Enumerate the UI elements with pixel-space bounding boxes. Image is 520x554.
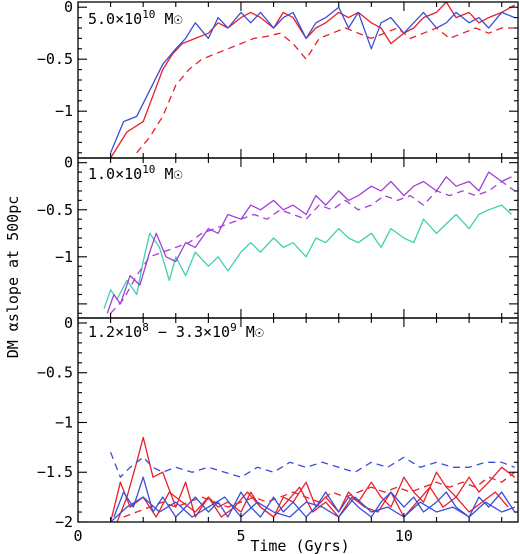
- series-line-red-dashed-2: [136, 27, 515, 154]
- series-line-blue-4: [110, 496, 515, 522]
- x-tick-label: 5: [236, 527, 245, 545]
- series-line-purple-1: [106, 171, 512, 314]
- series-line-red-1: [109, 481, 509, 522]
- series-group: [109, 436, 516, 522]
- panel-frame: [77, 317, 519, 523]
- series-group: [109, 2, 516, 158]
- y-tick-label: −0.5: [37, 201, 73, 219]
- y-tick-label: −1: [55, 248, 73, 266]
- panel-top: 5.0×1010 M☉ 0 −0.5 −1: [37, 0, 519, 159]
- panel-label-bottom: 1.2×108 − 3.3×109 M☉: [88, 321, 264, 341]
- series-group: [103, 171, 516, 314]
- y-tick-label: −0.5: [37, 50, 73, 68]
- series-line-blue-dashed-5: [109, 452, 515, 478]
- series-line-red-0: [110, 2, 516, 158]
- x-axis-title: Time (Gyrs): [250, 537, 349, 554]
- series-line-purple-dashed-2: [110, 180, 516, 314]
- y-tick-label: 0: [64, 154, 73, 172]
- x-tick-label: 10: [395, 527, 413, 545]
- x-tick-labels: 0 5 10: [73, 527, 412, 545]
- series-line-teal-0: [103, 204, 512, 309]
- panel-label-top: 5.0×1010 M☉: [88, 8, 183, 28]
- series-line-blue-3: [113, 476, 516, 518]
- y-tick-label: −1: [55, 413, 73, 431]
- panel-bottom: 1.2×108 − 3.3×109 M☉ 0 −0.5 −1 −1.5 −2: [37, 314, 519, 531]
- panel-label-middle: 1.0×1010 M☉: [88, 163, 183, 183]
- y-tick-label: −2: [55, 513, 73, 531]
- y-tick-label: 0: [64, 0, 73, 16]
- y-tick-label: 0: [64, 314, 73, 332]
- series-line-blue-1: [109, 6, 515, 154]
- x-tick-label: 0: [73, 527, 82, 545]
- y-tick-label: −0.5: [37, 364, 73, 382]
- y-tick-label: −1.5: [37, 463, 73, 481]
- y-axis-title: DM αslope at 500pc: [4, 196, 22, 359]
- y-tick-label: −1: [55, 102, 73, 120]
- panel-middle: 1.0×1010 M☉ 0 −0.5 −1: [37, 154, 519, 319]
